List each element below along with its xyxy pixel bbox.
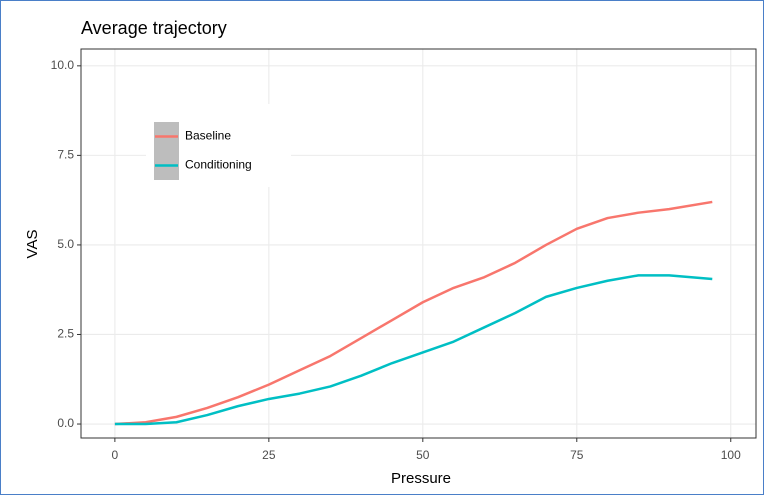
panel-border [80, 48, 757, 439]
y-axis-label: VAS [24, 230, 41, 259]
x-tick-label: 0 [112, 448, 119, 462]
y-tick-label: 10.0 [51, 58, 75, 72]
legend-label: Baseline [185, 129, 231, 143]
line-series [114, 200, 713, 426]
x-tick-label: 25 [262, 448, 276, 462]
chart-title: Average trajectory [81, 18, 227, 38]
y-tick-label: 5.0 [57, 237, 74, 251]
y-tick-label: 2.5 [57, 327, 74, 341]
x-tick-label: 100 [721, 448, 741, 462]
x-tick-label: 50 [416, 448, 430, 462]
legend-label: Conditioning [185, 158, 252, 172]
line-series [114, 274, 713, 426]
y-tick-label: 7.5 [57, 148, 74, 162]
x-axis-label: Pressure [391, 470, 451, 487]
y-tick-label: 0.0 [57, 416, 74, 430]
x-tick-label: 75 [570, 448, 584, 462]
